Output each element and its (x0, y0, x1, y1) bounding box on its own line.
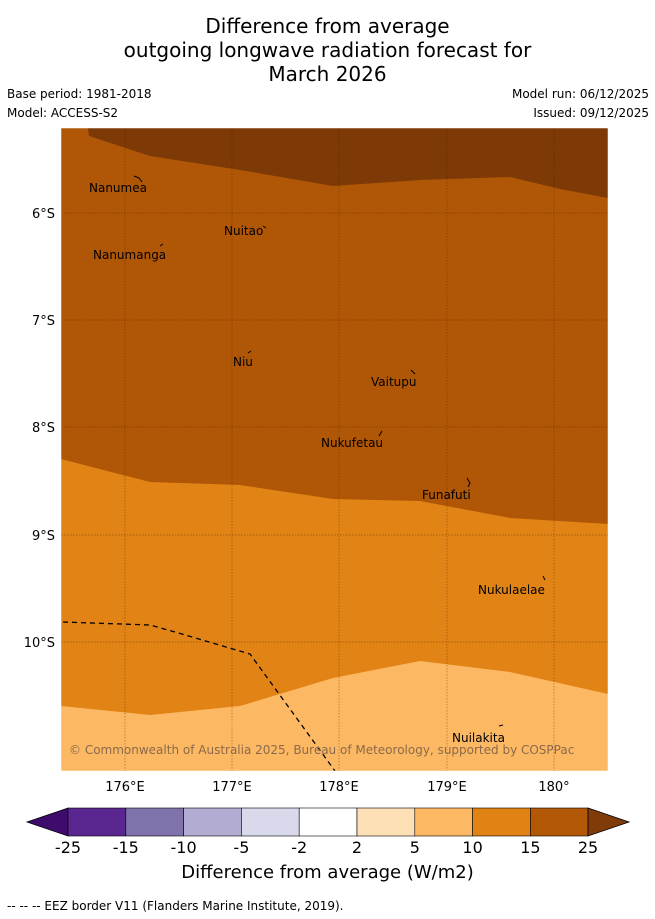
eez-border-line (62, 621, 336, 771)
chart-title: Difference from average outgoing longwav… (0, 14, 655, 86)
colorbar-segment (125, 807, 184, 837)
place-label-nanumanga: Nanumanga (93, 248, 166, 262)
issued-date: Issued: 09/12/2025 (533, 106, 649, 120)
lat-label: 9°S (32, 529, 55, 544)
colorbar-segment (530, 807, 589, 837)
lon-label: 177°E (212, 780, 252, 795)
colorbar-segment (183, 807, 242, 837)
island-outlines (133, 175, 546, 727)
place-label-nukulaelae: Nukulaelae (478, 583, 545, 597)
lon-label: 179°E (427, 780, 467, 795)
colorbar-tick-label: -25 (54, 838, 82, 857)
lon-label: 176°E (105, 780, 145, 795)
place-label-nukufetau: Nukufetau (321, 436, 383, 450)
model-name: Model: ACCESS-S2 (7, 106, 119, 120)
map-plot-area (61, 128, 608, 771)
eez-legend: -- -- -- EEZ border V11 (Flanders Marine… (7, 899, 344, 913)
latitude-labels: 6°S 7°S 8°S 9°S 10°S (24, 207, 55, 651)
colorbar-segment (414, 807, 473, 837)
colorbar-tick-label: -2 (291, 838, 308, 857)
longitude-labels: 176°E 177°E 178°E 179°E 180° (105, 780, 569, 795)
colorbar-tick-label: -15 (112, 838, 139, 857)
place-label-nuilakita: Nuilakita (452, 731, 505, 745)
title-line-3: March 2026 (268, 62, 387, 86)
lat-label: 6°S (32, 207, 55, 222)
colorbar-segment (472, 807, 531, 837)
lat-label: 8°S (32, 421, 55, 436)
colorbar-segment (241, 807, 300, 837)
colorbar-tick-label: 25 (577, 838, 599, 857)
model-run: Model run: 06/12/2025 (511, 87, 649, 101)
copyright-notice: © Commonwealth of Australia 2025, Bureau… (69, 743, 574, 757)
colorbar-tick-label: -5 (233, 838, 250, 857)
colorbar-high-extension (587, 807, 631, 837)
lon-label: 178°E (319, 780, 359, 795)
base-period: Base period: 1981-2018 (7, 87, 152, 101)
colorbar-segment (356, 807, 416, 837)
lat-label: 7°S (32, 314, 55, 329)
lat-label: 10°S (24, 636, 55, 651)
band-5-to-10 (61, 661, 608, 771)
colorbar-low-extension (25, 807, 69, 837)
place-label-funafuti: Funafuti (422, 488, 471, 502)
colorbar-tick-label: 10 (462, 838, 483, 857)
colorbar (25, 807, 631, 837)
place-label-nanumea: Nanumea (89, 181, 147, 195)
lon-label: 180° (538, 780, 569, 795)
colorbar-tick-label: 2 (351, 838, 363, 857)
title-line-2: outgoing longwave radiation forecast for (123, 38, 532, 62)
colorbar-tick-label: 15 (520, 838, 541, 857)
place-label-nuitao: Nuitao (224, 224, 263, 238)
colorbar-segment (298, 807, 358, 837)
colorbar-title: Difference from average (W/m2) (181, 862, 474, 883)
map-frame (60, 127, 609, 772)
title-line-1: Difference from average (205, 14, 450, 38)
graticule (61, 128, 608, 771)
place-labels: Nanumea Nuitao Nanumanga Niu Vaitupu Nuk… (89, 181, 545, 745)
colorbar-tick-label: 5 (409, 838, 420, 857)
place-label-vaitupu: Vaitupu (371, 375, 417, 389)
colorbar-tick-label: -10 (170, 838, 197, 857)
place-label-niu: Niu (233, 355, 253, 369)
colorbar-segment (67, 807, 127, 837)
